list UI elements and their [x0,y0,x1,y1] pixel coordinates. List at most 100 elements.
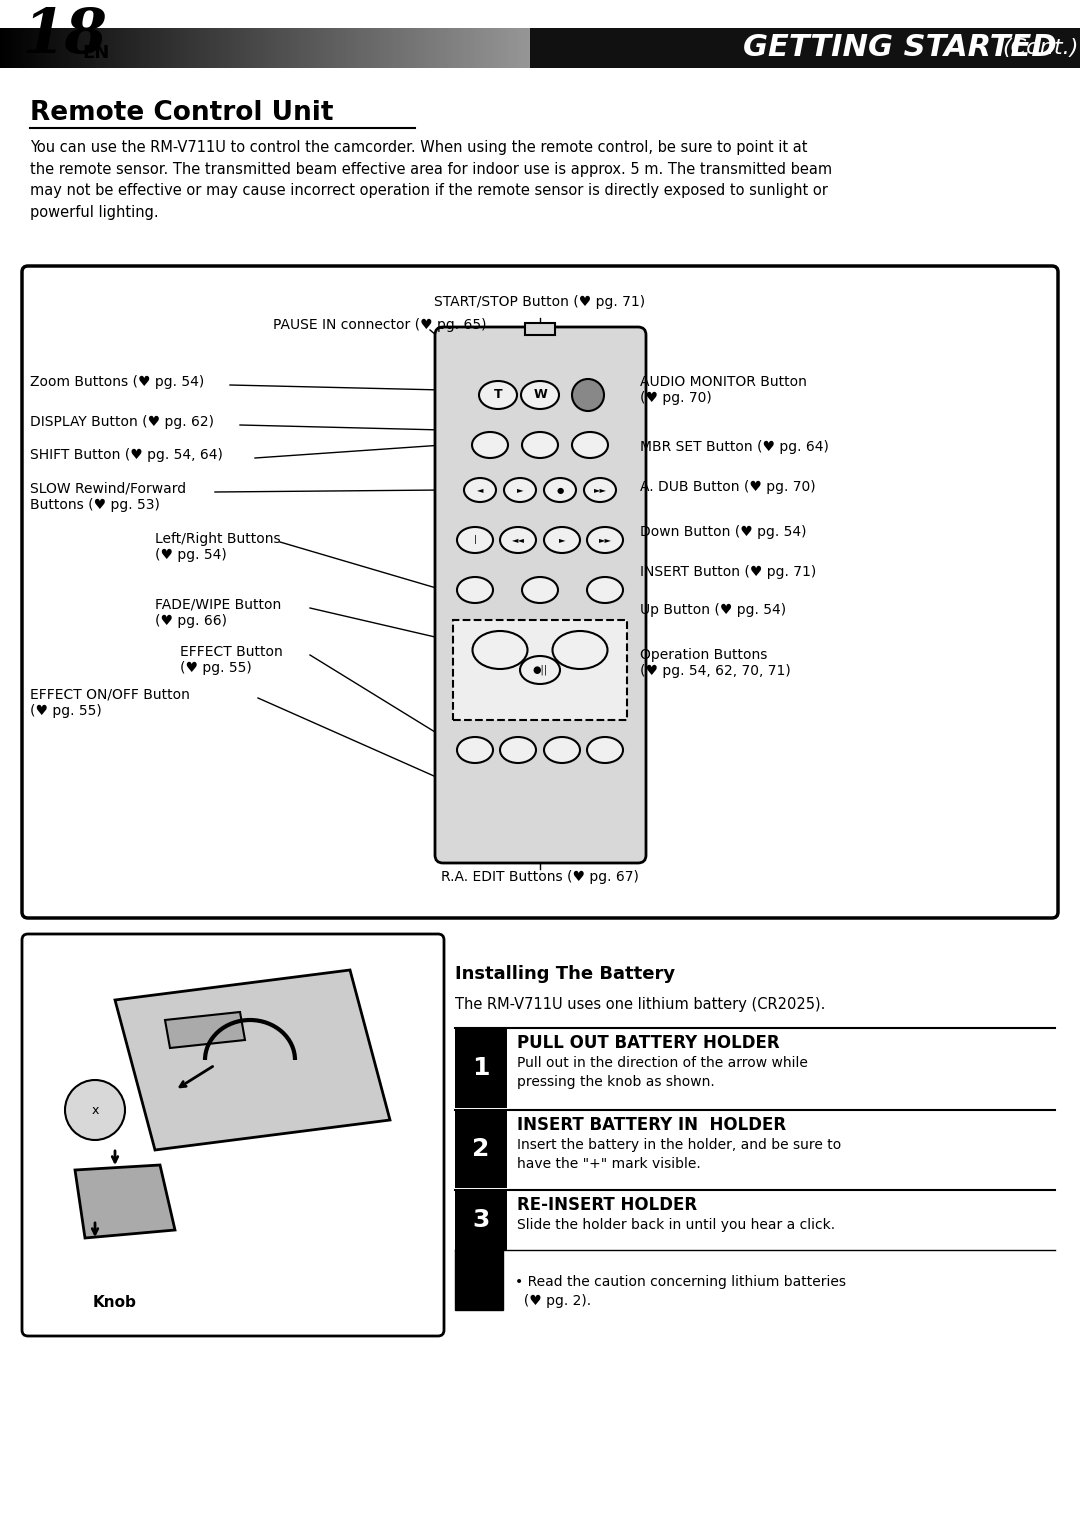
Bar [408,28,410,67]
Bar [187,28,189,67]
Bar [1067,28,1069,67]
Bar [522,28,524,67]
Bar [337,28,340,67]
Bar [705,28,707,67]
Bar [610,28,613,67]
Bar [791,28,794,67]
Bar [570,28,572,67]
Bar [886,28,889,67]
Bar [834,28,837,67]
Bar [516,28,518,67]
Text: (♥ pg. 55): (♥ pg. 55) [30,704,102,717]
Bar [772,28,775,67]
Bar [38,28,41,67]
Polygon shape [75,1165,175,1239]
Bar [934,28,937,67]
Bar [913,28,916,67]
Bar [268,28,270,67]
Bar [635,28,637,67]
Bar [227,28,229,67]
Bar [948,28,950,67]
Bar [562,28,565,67]
Bar [108,28,111,67]
Bar [518,28,522,67]
Text: ►►: ►► [598,535,611,544]
Bar [605,28,607,67]
Ellipse shape [457,737,492,763]
Bar [929,28,931,67]
Bar [200,28,203,67]
Bar [140,28,143,67]
Bar [1008,28,1010,67]
Bar [554,28,556,67]
Bar [754,28,756,67]
Text: R.A. EDIT Buttons (♥ pg. 67): R.A. EDIT Buttons (♥ pg. 67) [441,871,639,885]
Bar [726,28,729,67]
Bar [972,28,975,67]
Bar [508,28,511,67]
Bar [1061,28,1064,67]
Bar [1034,28,1037,67]
Bar [545,28,549,67]
Bar [322,28,324,67]
Bar [376,28,378,67]
Bar [896,28,899,67]
Bar [205,28,207,67]
Bar [927,28,929,67]
Text: ►: ► [516,486,523,495]
Bar [783,28,786,67]
Ellipse shape [500,737,536,763]
Bar [732,28,734,67]
Text: Knob: Knob [93,1295,137,1311]
Bar [369,28,373,67]
Bar [175,28,178,67]
Bar [718,28,721,67]
Bar [797,28,799,67]
Bar [840,28,842,67]
Bar [632,28,635,67]
Bar [45,28,49,67]
Bar [1077,28,1080,67]
Bar [975,28,977,67]
Bar [855,28,859,67]
Bar [121,28,124,67]
Bar [275,28,278,67]
Bar [455,1249,503,1311]
Text: Pull out in the direction of the arrow while
pressing the knob as shown.: Pull out in the direction of the arrow w… [517,1056,808,1088]
Bar [194,28,197,67]
Bar [146,28,149,67]
Bar [549,28,551,67]
Ellipse shape [500,527,536,553]
Bar [400,28,402,67]
Bar [659,28,661,67]
Bar [151,28,153,67]
Bar [324,28,326,67]
Text: You can use the RM-V711U to control the camcorder. When using the remote control: You can use the RM-V711U to control the … [30,140,832,219]
Bar [214,28,216,67]
Bar [18,28,22,67]
Bar [1015,28,1018,67]
Bar [167,28,171,67]
Bar [16,28,18,67]
Bar [653,28,657,67]
Bar [810,28,813,67]
Ellipse shape [588,576,623,602]
Text: EN: EN [82,44,109,61]
Bar [157,28,160,67]
Bar [525,323,555,336]
Bar [254,28,257,67]
Bar [300,28,302,67]
Bar [313,28,315,67]
Bar [613,28,616,67]
Bar [119,28,121,67]
Text: ●||: ●|| [532,665,548,675]
Text: SLOW Rewind/Forward: SLOW Rewind/Forward [30,481,186,497]
Bar [405,28,408,67]
Text: EFFECT Button: EFFECT Button [180,645,283,659]
Bar [829,28,832,67]
Bar [164,28,167,67]
Bar [430,28,432,67]
Bar [747,28,751,67]
Bar [432,28,434,67]
Bar [97,28,100,67]
